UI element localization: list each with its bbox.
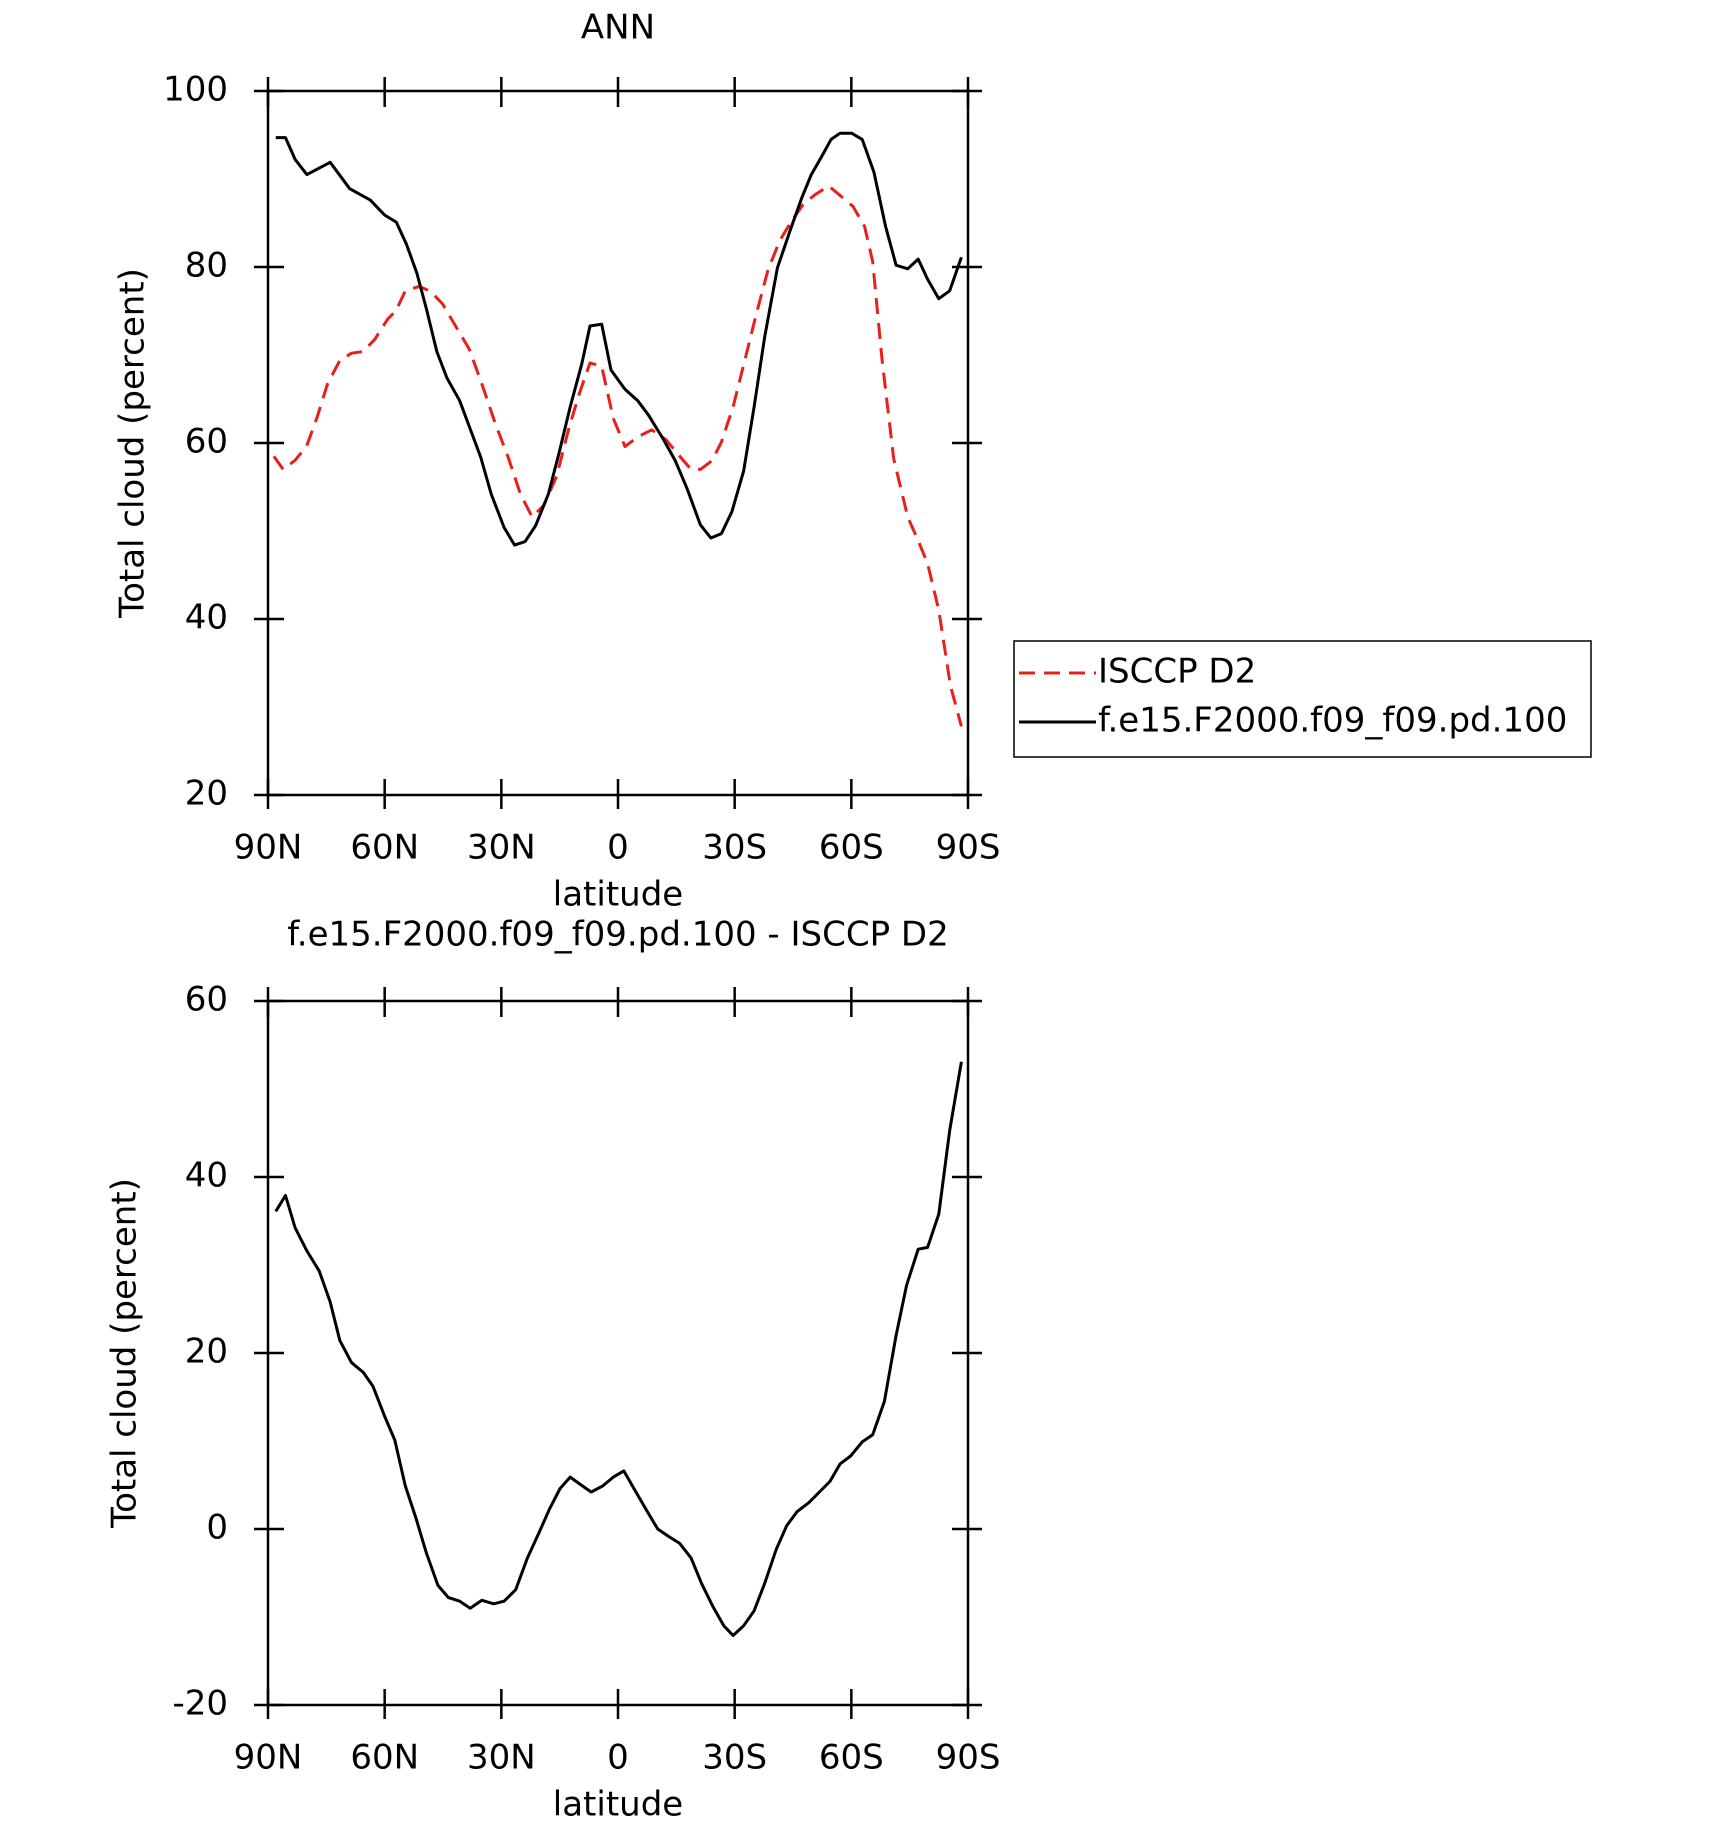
chart-title: ANN bbox=[581, 8, 655, 48]
x-axis-label: latitude bbox=[553, 875, 683, 915]
plot-frame bbox=[266, 999, 970, 1707]
x-tick-label: 60S bbox=[819, 828, 884, 868]
y-tick-label: 60 bbox=[185, 980, 228, 1020]
y-tick-label: 60 bbox=[185, 422, 228, 462]
plot-frame bbox=[266, 89, 970, 797]
y-tick-label: 20 bbox=[185, 1332, 228, 1372]
y-tick-label: 80 bbox=[185, 246, 228, 286]
chart-title: f.e15.F2000.f09_f09.pd.100 - ISCCP D2 bbox=[287, 915, 948, 955]
y-axis-label: Total cloud (percent) bbox=[113, 268, 153, 619]
x-tick-label: 60N bbox=[350, 1738, 419, 1778]
x-tick-label: 60N bbox=[350, 828, 419, 868]
series-line bbox=[275, 131, 963, 547]
y-tick-label: -20 bbox=[172, 1684, 228, 1724]
x-tick-label: 30S bbox=[702, 1738, 767, 1778]
series-line bbox=[272, 184, 963, 727]
y-axis-label: Total cloud (percent) bbox=[105, 1178, 145, 1529]
y-tick-label: 20 bbox=[185, 774, 228, 814]
x-tick-label: 0 bbox=[607, 828, 629, 868]
x-tick-label: 90N bbox=[234, 828, 303, 868]
x-tick-label: 90N bbox=[234, 1738, 303, 1778]
y-tick-label: 0 bbox=[206, 1508, 228, 1548]
x-tick-label: 30N bbox=[467, 828, 536, 868]
series-line bbox=[274, 1061, 963, 1637]
x-tick-label: 30N bbox=[467, 1738, 536, 1778]
legend-box bbox=[1013, 640, 1592, 758]
x-tick-label: 90S bbox=[936, 828, 1001, 868]
x-axis-label: latitude bbox=[553, 1785, 683, 1825]
y-tick-label: 40 bbox=[185, 598, 228, 638]
legend-label: ISCCP D2 bbox=[1098, 652, 1256, 692]
x-tick-label: 30S bbox=[702, 828, 767, 868]
y-tick-label: 100 bbox=[163, 70, 228, 110]
x-tick-label: 60S bbox=[819, 1738, 884, 1778]
legend-label: f.e15.F2000.f09_f09.pd.100 bbox=[1098, 701, 1567, 741]
x-tick-label: 90S bbox=[936, 1738, 1001, 1778]
x-tick-label: 0 bbox=[607, 1738, 629, 1778]
y-tick-label: 40 bbox=[185, 1156, 228, 1196]
